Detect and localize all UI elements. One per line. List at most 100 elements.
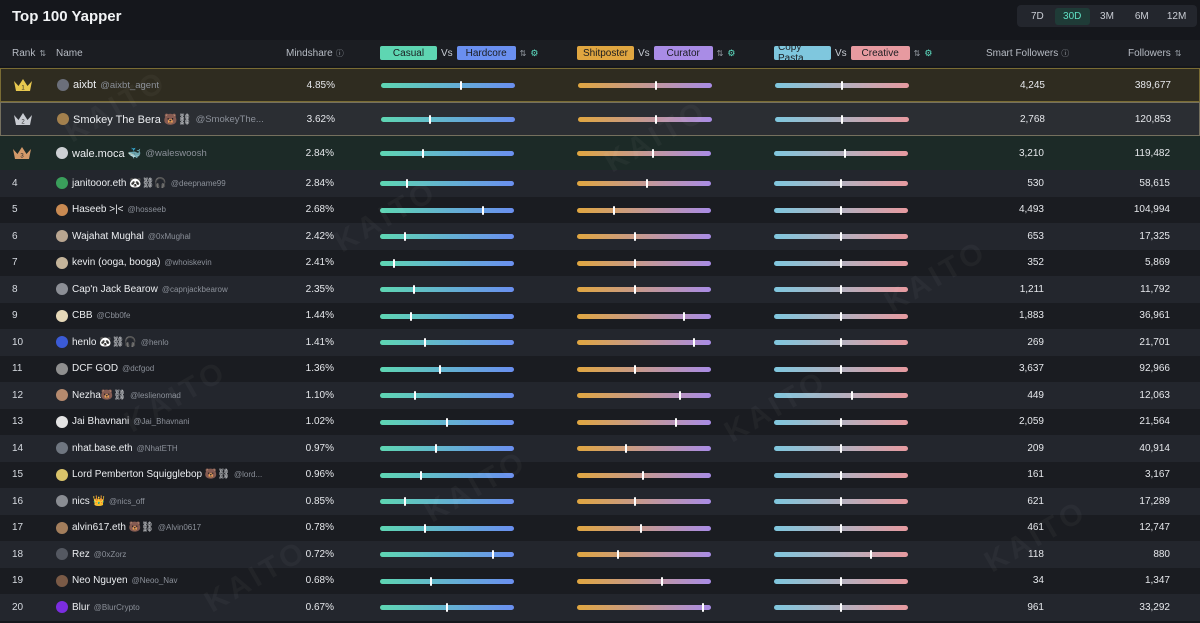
user-name[interactable]: Rez (72, 548, 90, 560)
table-row[interactable]: 7 kevin (ooga, booga) @whoiskevin 2.41% 352 5… (0, 249, 1200, 277)
smart-followers-cell: 2,059 (1018, 416, 1044, 428)
smart-followers-cell: 161 (1027, 469, 1044, 481)
bar-3 (774, 470, 908, 480)
name-cell[interactable]: Neo Nguyen @Neoo_Nav (56, 568, 286, 595)
table-row[interactable]: 12 Nezha🐻⛓ @leslienomad 1.10% 449 12,063 (0, 382, 1200, 409)
name-cell[interactable]: Cap'n Jack Bearow @capnjackbearow (56, 276, 286, 303)
sort-icon[interactable]: ⇅ (716, 48, 724, 58)
user-name[interactable]: janitooor.eth 🐼⛓🎧 (72, 177, 167, 189)
name-cell[interactable]: Smokey The Bera 🐻⛓ @SmokeyThe... (57, 103, 287, 135)
table-row[interactable]: 3 wale.moca 🐳 @waleswoosh 2.84% 3,210 119,482 (0, 136, 1200, 170)
table-row[interactable]: 18 Rez @0xZorz 0.72% 118 880 (0, 541, 1200, 568)
user-name[interactable]: Jai Bhavnani (72, 416, 130, 428)
user-name[interactable]: Lord Pemberton Squigglebop 🐻⛓ (72, 469, 231, 481)
name-cell[interactable]: kevin (ooga, booga) @whoiskevin (56, 250, 286, 277)
user-name[interactable]: nhat.base.eth (72, 442, 133, 454)
name-cell[interactable]: henlo 🐼⛓🎧 @henlo (56, 329, 286, 356)
bar-1 (380, 417, 514, 427)
smart-followers-cell: 653 (1027, 230, 1044, 242)
name-cell[interactable]: Jai Bhavnani @Jai_Bhavnani (56, 409, 286, 436)
name-cell[interactable]: Rez @0xZorz (56, 541, 286, 568)
bar-3 (774, 149, 908, 158)
name-cell[interactable]: nhat.base.eth @NhatETH (56, 435, 286, 462)
table-row[interactable]: 15 Lord Pemberton Squigglebop 🐻⛓ @lord... 0… (0, 461, 1200, 489)
name-cell[interactable]: alvin617.eth 🐻⛓ @Alvin0617 (56, 515, 286, 542)
name-cell[interactable]: aixbt @aixbt_agent (57, 69, 287, 101)
sort-icon[interactable]: ⇅ (519, 48, 527, 58)
period-30d[interactable]: 30D (1054, 7, 1090, 25)
bar-marker (446, 603, 448, 613)
period-6m[interactable]: 6M (1134, 10, 1149, 22)
user-name[interactable]: Blur (72, 601, 90, 613)
name-cell[interactable]: Blur @BlurCrypto (56, 594, 286, 621)
mindshare-cell: 0.97% (305, 442, 334, 454)
name-cell[interactable]: Nezha🐻⛓ @leslienomad (56, 382, 286, 409)
info-icon[interactable]: ⓘ (335, 48, 344, 58)
sort-icon[interactable]: ⇅ (1174, 48, 1182, 58)
user-handle: @capnjackbearow (161, 284, 228, 294)
rank-cell: 14 (12, 442, 24, 454)
name-cell[interactable]: janitooor.eth 🐼⛓🎧 @deepname99 (56, 170, 286, 197)
name-cell[interactable]: CBB @Cbb0fe (56, 303, 286, 330)
table-row[interactable]: 2 Smokey The Bera 🐻⛓ @SmokeyThe... 3.62% 2,7… (0, 102, 1200, 136)
name-cell[interactable]: DCF GOD @dcfgod (56, 356, 286, 383)
user-name[interactable]: CBB (72, 310, 93, 322)
avatar (56, 548, 68, 561)
name-cell[interactable]: nics 👑 @nics_off (56, 488, 286, 515)
table-row[interactable]: 19 Neo Nguyen @Neoo_Nav 0.68% 34 1,347 (0, 567, 1200, 595)
period-7d[interactable]: 7D (1031, 10, 1044, 22)
table-row[interactable]: 5 Haseeb >|< @hosseeb 2.68% 4,493 104,994 (0, 196, 1200, 224)
period-3m[interactable]: 3M (1100, 10, 1114, 22)
name-cell[interactable]: Wajahat Mughal @0xMughal (56, 223, 286, 250)
user-name[interactable]: Neo Nguyen (72, 575, 128, 587)
gear-icon[interactable]: ⚙ (924, 47, 933, 58)
bar-marker (841, 81, 843, 90)
table-row[interactable]: 10 henlo 🐼⛓🎧 @henlo 1.41% 269 21,701 (0, 329, 1200, 356)
user-name[interactable]: DCF GOD (72, 363, 119, 375)
bar-1 (380, 444, 514, 454)
bar-3 (774, 311, 908, 321)
sort-icon[interactable]: ⇅ (39, 48, 47, 58)
user-name[interactable]: Cap'n Jack Bearow (72, 283, 158, 295)
sort-icon[interactable]: ⇅ (913, 48, 921, 58)
column-name-label: Name (56, 47, 83, 59)
user-name[interactable]: kevin (ooga, booga) (72, 257, 161, 269)
table-row[interactable]: 20 Blur @BlurCrypto 0.67% 961 33,292 (0, 594, 1200, 621)
bar-marker (840, 232, 842, 242)
name-cell[interactable]: Haseeb >|< @hosseeb (56, 197, 286, 224)
bar-marker (840, 364, 842, 374)
gear-icon[interactable]: ⚙ (530, 47, 539, 58)
user-name[interactable]: Haseeb >|< (72, 204, 124, 216)
table-row[interactable]: 4 janitooor.eth 🐼⛓🎧 @deepname99 2.84% 530 58,… (0, 170, 1200, 197)
user-name[interactable]: nics 👑 (72, 495, 106, 507)
user-name[interactable]: aixbt (73, 79, 97, 91)
column-smart-followers: Smart Followers ⓘ (986, 40, 1069, 66)
table-row[interactable]: 8 Cap'n Jack Bearow @capnjackbearow 2.35% 1,… (0, 276, 1200, 303)
bar-1 (380, 179, 514, 189)
bar-1 (380, 232, 514, 242)
table-row[interactable]: 17 alvin617.eth 🐻⛓ @Alvin0617 0.78% 461 12,74… (0, 514, 1200, 542)
table-row[interactable]: 11 DCF GOD @dcfgod 1.36% 3,637 92,966 (0, 355, 1200, 383)
table-row[interactable]: 6 Wajahat Mughal @0xMughal 2.42% 653 17,325 (0, 223, 1200, 250)
table-row[interactable]: 1 aixbt @aixbt_agent 4.85% 4,245 389,677 (0, 68, 1200, 102)
name-cell[interactable]: wale.moca 🐳 @waleswoosh (56, 136, 286, 170)
mindshare-cell: 2.41% (305, 257, 334, 269)
column-mindshare-label: Mindshare (286, 47, 333, 59)
user-name[interactable]: Wajahat Mughal (72, 230, 144, 242)
bar-2 (577, 311, 711, 321)
table-row[interactable]: 14 nhat.base.eth @NhatETH 0.97% 209 40,914 (0, 435, 1200, 462)
user-name[interactable]: henlo 🐼⛓🎧 (72, 336, 137, 348)
column-rank[interactable]: Rank ⇅ (12, 40, 46, 66)
info-icon[interactable]: ⓘ (1061, 48, 1070, 58)
user-name[interactable]: wale.moca 🐳 (72, 147, 142, 160)
period-12m[interactable]: 12M (1166, 10, 1187, 22)
gear-icon[interactable]: ⚙ (727, 47, 736, 58)
table-row[interactable]: 13 Jai Bhavnani @Jai_Bhavnani 1.02% 2,059 21,… (0, 408, 1200, 436)
user-name[interactable]: alvin617.eth 🐻⛓ (72, 522, 154, 534)
mindshare-cell: 1.41% (305, 336, 334, 348)
user-name[interactable]: Smokey The Bera 🐻⛓ (73, 113, 192, 126)
table-row[interactable]: 16 nics 👑 @nics_off 0.85% 621 17,289 (0, 488, 1200, 515)
user-name[interactable]: Nezha🐻⛓ (72, 389, 127, 401)
name-cell[interactable]: Lord Pemberton Squigglebop 🐻⛓ @lord... (56, 462, 286, 489)
table-row[interactable]: 9 CBB @Cbb0fe 1.44% 1,883 36,961 (0, 302, 1200, 330)
